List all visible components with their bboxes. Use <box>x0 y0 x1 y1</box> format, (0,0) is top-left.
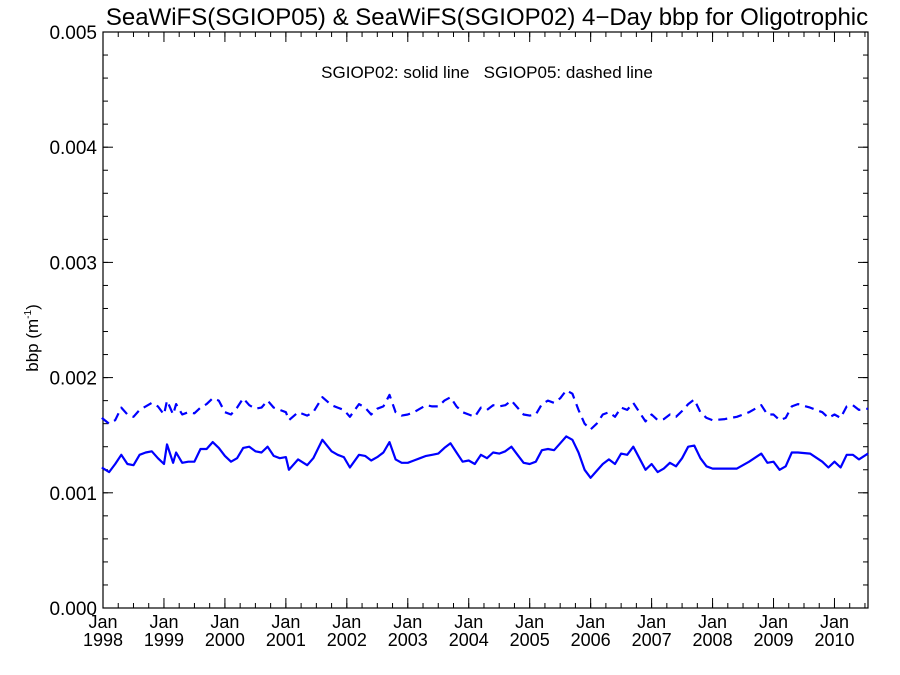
y-tick-label: 0.003 <box>49 253 97 274</box>
x-tick-year-label: 2006 <box>571 630 611 650</box>
x-tick-year-label: 2005 <box>510 630 550 650</box>
y-tick-label: 0.002 <box>49 369 97 390</box>
x-tick-month-label: Jan <box>271 612 300 632</box>
x-tick-year-label: 2009 <box>753 630 793 650</box>
series-layer <box>101 389 869 479</box>
y-axis-label-main: bbp (m <box>23 319 42 372</box>
x-tick-year-label: 1999 <box>144 630 184 650</box>
y-axis-label-sup: -1 <box>23 309 34 318</box>
x-tick-month-label: Jan <box>88 612 117 632</box>
sgiop02-solid-line <box>101 435 869 479</box>
x-tick-month-label: Jan <box>393 612 422 632</box>
y-tick-label: 0.000 <box>49 599 97 620</box>
x-tick-year-label: 2003 <box>388 630 428 650</box>
x-tick-month-label: Jan <box>820 612 849 632</box>
x-tick-month-label: Jan <box>332 612 361 632</box>
x-tick-year-label: 2004 <box>449 630 489 650</box>
x-tick-year-label: 2010 <box>814 630 854 650</box>
x-tick-month-label: Jan <box>637 612 666 632</box>
y-tick-label: 0.004 <box>49 138 97 159</box>
x-tick-year-label: 2008 <box>693 630 733 650</box>
x-tick-month-label: Jan <box>454 612 483 632</box>
x-tick-month-label: Jan <box>576 612 605 632</box>
chart-title: SeaWiFS(SGIOP05) & SeaWiFS(SGIOP02) 4−Da… <box>106 4 868 31</box>
y-axis-label-close: ) <box>23 304 42 310</box>
x-tick-year-label: 2001 <box>266 630 306 650</box>
x-tick-year-label: 1998 <box>83 630 123 650</box>
plot-axes: 0.0000.0010.0020.0030.0040.005Jan1998Jan… <box>49 23 869 650</box>
y-axis-label: bbp (m-1) <box>23 304 42 372</box>
x-tick-month-label: Jan <box>210 612 239 632</box>
y-tick-label: 0.001 <box>49 484 97 505</box>
x-tick-month-label: Jan <box>149 612 178 632</box>
x-tick-month-label: Jan <box>759 612 788 632</box>
y-tick-label: 0.005 <box>49 23 97 44</box>
x-tick-month-label: Jan <box>698 612 727 632</box>
legend-annotation: SGIOP02: solid line SGIOP05: dashed line <box>321 63 653 82</box>
plot-frame <box>102 31 869 609</box>
x-tick-year-label: 2000 <box>205 630 245 650</box>
sgiop05-dashed-line <box>101 389 869 431</box>
x-tick-year-label: 2007 <box>632 630 672 650</box>
x-tick-month-label: Jan <box>515 612 544 632</box>
x-tick-year-label: 2002 <box>327 630 367 650</box>
